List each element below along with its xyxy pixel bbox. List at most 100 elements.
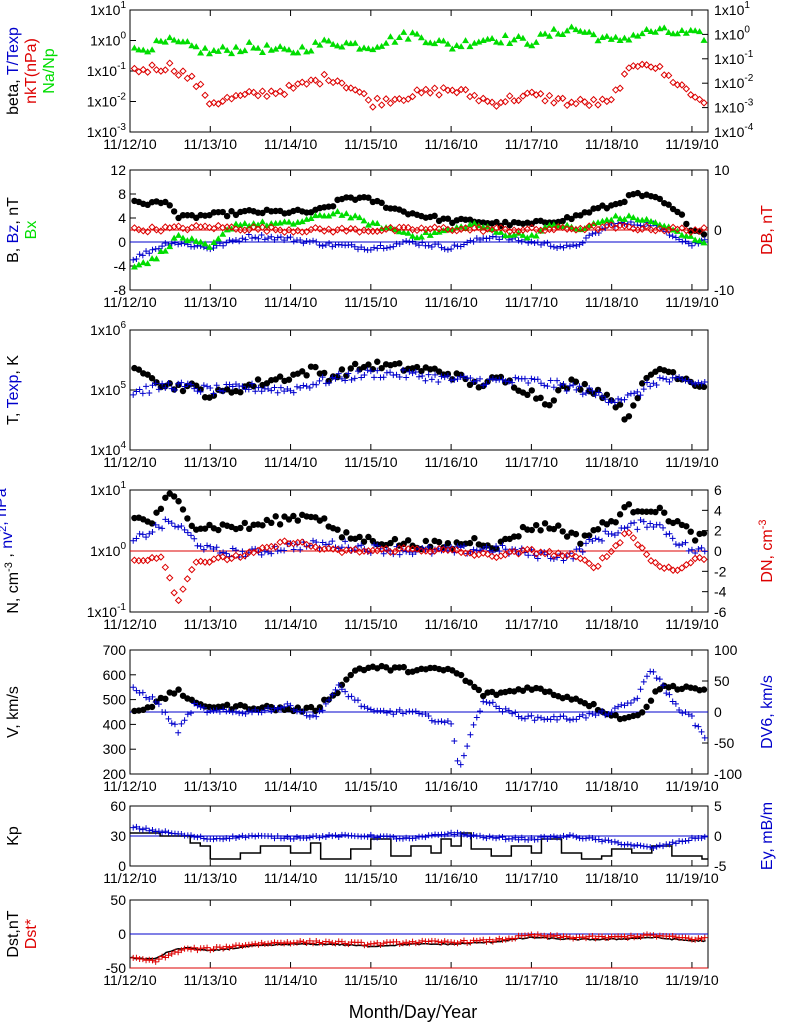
data-point xyxy=(664,226,673,234)
data-point xyxy=(480,545,487,552)
data-point xyxy=(179,234,187,241)
data-point xyxy=(700,686,708,693)
data-point xyxy=(329,203,337,210)
data-point xyxy=(210,836,217,843)
data-point xyxy=(409,938,416,945)
y2-tick-label: 0 xyxy=(714,828,722,844)
data-point xyxy=(547,243,554,250)
data-point xyxy=(637,686,644,693)
data-point xyxy=(326,240,333,247)
data-point xyxy=(568,23,576,30)
data-point xyxy=(557,934,564,941)
data-point xyxy=(347,84,355,92)
data-point xyxy=(682,226,691,235)
data-point xyxy=(351,86,359,94)
series-dn xyxy=(130,529,708,605)
data-point xyxy=(329,40,337,47)
data-point xyxy=(560,832,567,839)
data-point xyxy=(477,937,484,944)
data-point xyxy=(638,225,646,233)
data-point xyxy=(605,710,612,717)
data-point xyxy=(377,242,384,249)
data-point xyxy=(369,219,377,226)
data-point xyxy=(559,31,567,38)
data-point xyxy=(319,707,326,714)
data-point xyxy=(634,216,642,223)
data-point xyxy=(268,519,275,527)
data-point xyxy=(241,219,249,226)
data-point xyxy=(643,843,650,850)
data-point xyxy=(149,957,156,964)
data-point xyxy=(290,238,297,245)
data-point xyxy=(650,932,657,939)
data-point xyxy=(170,386,178,393)
data-point xyxy=(324,76,333,85)
data-point xyxy=(387,939,394,946)
x-tick-label: 11/17/10 xyxy=(505,616,559,632)
data-point xyxy=(505,378,512,385)
data-point xyxy=(550,833,557,840)
data-point xyxy=(416,939,422,946)
data-point xyxy=(528,835,535,842)
data-point xyxy=(594,562,602,570)
data-point xyxy=(335,545,342,552)
data-point xyxy=(425,544,432,551)
data-point xyxy=(695,379,702,386)
data-point xyxy=(143,68,152,76)
data-point xyxy=(634,540,642,549)
data-point xyxy=(146,827,153,834)
data-point xyxy=(611,933,618,940)
data-point xyxy=(509,935,516,942)
data-point xyxy=(440,215,447,222)
data-point xyxy=(466,43,474,50)
data-point xyxy=(139,826,146,833)
data-point xyxy=(695,553,704,562)
data-point xyxy=(263,92,271,101)
data-point xyxy=(168,720,175,727)
data-point xyxy=(418,367,425,375)
data-point xyxy=(245,38,253,45)
data-point xyxy=(687,559,695,567)
data-point xyxy=(293,383,300,390)
data-point xyxy=(409,29,417,36)
data-point xyxy=(559,217,566,225)
data-point xyxy=(281,547,288,554)
data-point xyxy=(290,512,297,520)
data-point xyxy=(271,236,278,243)
data-point xyxy=(276,373,284,380)
data-point xyxy=(399,710,406,717)
data-point xyxy=(242,710,249,717)
data-point xyxy=(311,76,320,84)
data-point xyxy=(395,33,403,40)
data-point xyxy=(647,218,655,225)
data-point xyxy=(207,543,214,550)
data-point xyxy=(607,547,615,556)
data-point xyxy=(576,27,584,34)
data-point xyxy=(509,379,516,386)
data-point xyxy=(640,386,647,393)
data-point xyxy=(403,939,410,946)
data-point xyxy=(678,27,686,34)
data-point xyxy=(685,240,692,247)
data-point xyxy=(546,688,553,695)
data-point xyxy=(566,243,573,250)
data-point xyxy=(210,707,217,714)
data-point xyxy=(265,235,272,242)
data-point xyxy=(488,552,496,561)
data-point xyxy=(179,585,187,593)
data-point xyxy=(348,241,355,248)
data-point xyxy=(499,833,506,840)
data-point xyxy=(425,938,432,945)
data-point xyxy=(165,380,172,387)
data-point xyxy=(306,834,313,841)
data-point xyxy=(701,734,708,741)
data-point xyxy=(205,50,213,57)
data-point xyxy=(573,242,580,249)
data-point xyxy=(547,716,554,723)
data-point xyxy=(570,935,577,942)
data-point xyxy=(454,829,461,836)
data-point xyxy=(502,218,509,226)
data-point xyxy=(615,703,622,710)
data-point xyxy=(563,242,570,249)
data-point xyxy=(239,383,246,390)
